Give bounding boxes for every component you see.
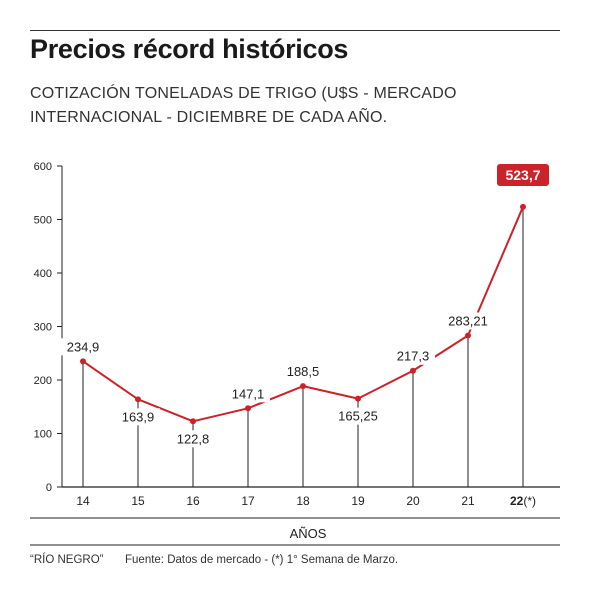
data-point [520,203,526,210]
x-tick-label: 17 [241,494,255,508]
data-label: 217,3 [397,349,430,364]
data-point [135,396,141,403]
x-tick-main: 18 [296,494,310,508]
x-axis-label: AÑOS [290,526,327,541]
highlight-label-box [497,164,549,186]
x-tick-main: 14 [76,494,90,508]
data-label-bg [391,347,435,365]
data-label-bg [332,407,384,425]
x-tick-main: 21 [461,494,475,508]
data-point [465,332,471,339]
x-tick-labels: 14 15 16 17 18 19 20 21 22(*) [76,494,536,508]
x-tick-label: 19 [351,494,365,508]
x-tick-main: 17 [241,494,255,508]
x-tick-main: 19 [351,494,365,508]
y-tick-label: 400 [34,268,52,280]
data-label-bg [171,430,215,448]
data-label: 283,21 [448,313,488,328]
data-point [355,395,361,402]
y-tick-label: 500 [34,215,52,227]
data-label: 122,8 [177,431,210,446]
x-tick-label: 20 [406,494,420,508]
data-label: 163,9 [122,409,155,424]
data-label-layer: 234,9 163,9 122,8 147,1 188,5 165,25 217,3 283,… [61,164,549,448]
chart-subtitle: COTIZACIÓN TONELADAS DE TRIGO (U$S - MER… [30,85,457,126]
data-point [410,367,416,374]
y-tick-label: 200 [34,375,52,387]
y-tick-label: 100 [34,429,52,441]
data-label: 188,5 [287,364,320,379]
axis-layer: 0 100 200 300 400 500 600 [30,161,560,546]
footer-credit: “RÍO NEGRO” [30,554,104,566]
x-tick-main: 20 [406,494,420,508]
data-label: 147,1 [232,386,265,401]
x-tick-label: 14 [76,494,90,508]
data-point [80,358,86,365]
data-label-bg [226,385,270,403]
data-label: 165,25 [338,409,378,424]
footer-source: Fuente: Datos de mercado - (*) 1° Semana… [125,554,399,566]
top-rule [30,30,560,31]
series-line-layer [80,203,526,425]
data-label: 523,7 [505,167,540,183]
x-tick-main: 15 [131,494,145,508]
x-tick-main: 16 [186,494,200,508]
y-tick-label: 600 [34,161,52,173]
data-label-bg [116,408,160,426]
y-tick-label: 300 [34,322,52,334]
drop-lines [82,206,524,487]
chart-title: Precios récord históricos [30,34,349,64]
x-tick-main: 22 [510,494,524,508]
x-tick-label: 16 [186,494,200,508]
x-tick-label: 22(*) [510,494,536,508]
x-tick-label: 21 [461,494,475,508]
data-label-bg [442,312,494,330]
x-tick-label: 15 [131,494,145,508]
x-tick-label: 18 [296,494,310,508]
data-label: 234,9 [67,339,100,354]
data-label-bg [61,338,105,356]
y-tick-label: 0 [46,482,52,494]
data-point [245,405,251,412]
data-point [190,418,196,425]
data-point [300,383,306,390]
data-label-bg [281,363,325,381]
x-tick-suffix: (*) [523,494,536,508]
